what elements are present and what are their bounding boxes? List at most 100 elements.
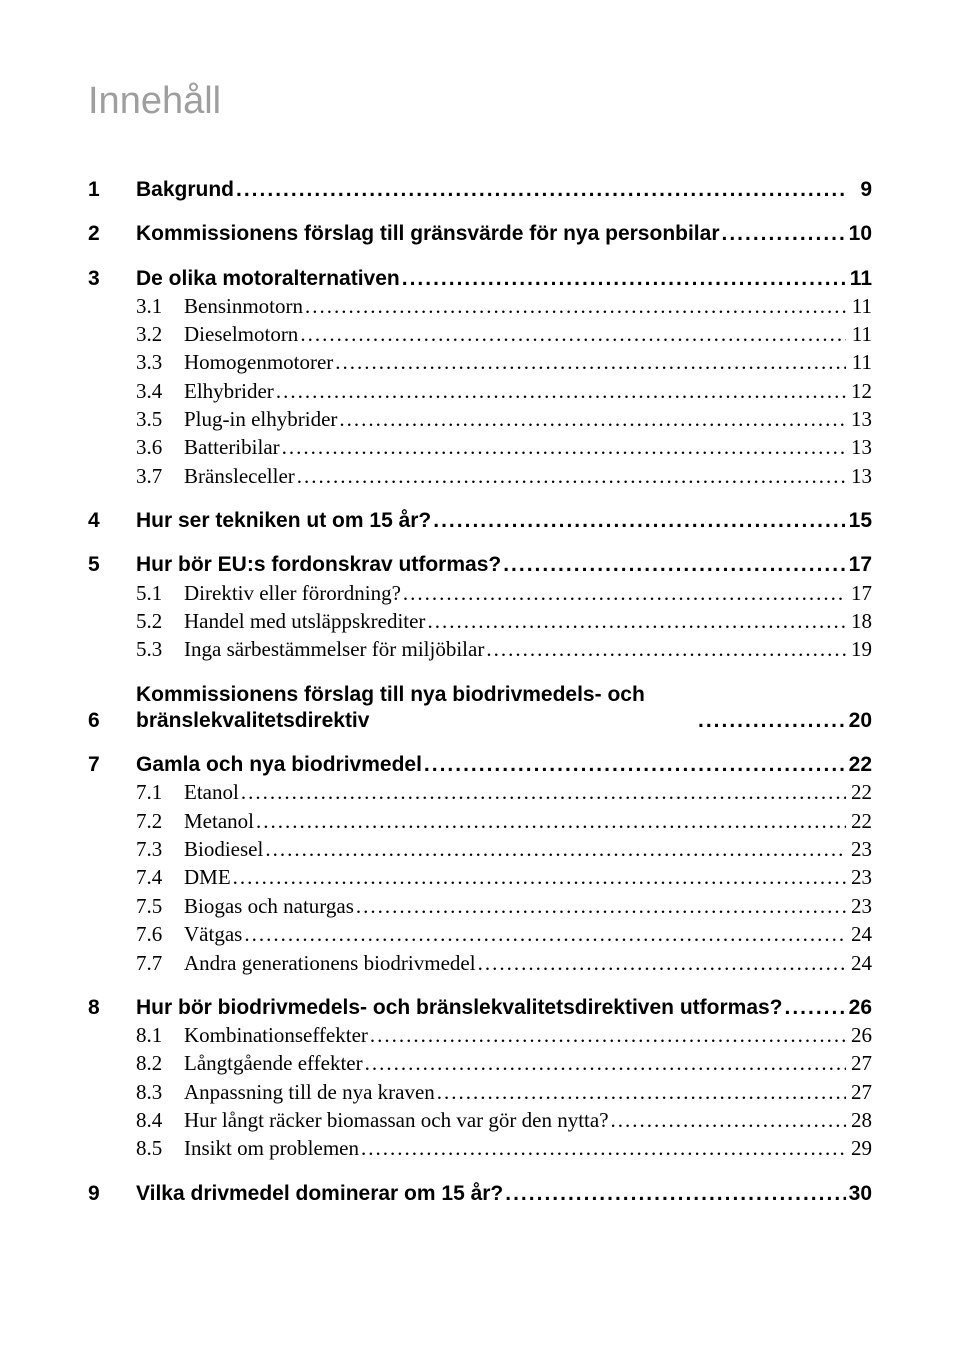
toc-entry-sub: 7.6Vätgas24 — [88, 920, 872, 948]
toc-leader-dots — [241, 778, 846, 806]
toc-entry-number: 9 — [88, 1181, 136, 1207]
toc-entry-heading: 1Bakgrund9 — [88, 177, 872, 203]
toc-entry-title: Bakgrund — [136, 177, 234, 203]
toc-section: 8Hur bör biodrivmedels- och bränslekvali… — [88, 995, 872, 1163]
toc-entry-title: Biodiesel — [184, 835, 263, 863]
toc-entry-number: 3.1 — [88, 292, 184, 320]
toc-entry-sub: 7.4DME23 — [88, 863, 872, 891]
toc-entry-sub: 7.2Metanol 22 — [88, 807, 872, 835]
toc-entry-page: 11 — [848, 320, 872, 348]
toc-leader-dots — [722, 221, 847, 247]
toc-entry-sub: 3.2Dieselmotorn11 — [88, 320, 872, 348]
toc-entry-sub: 7.7Andra generationens biodrivmedel24 — [88, 949, 872, 977]
toc-entry-sub: 8.4Hur långt räcker biomassan och var gö… — [88, 1106, 872, 1134]
toc-entry-number: 7.7 — [88, 949, 184, 977]
toc-entry-page: 22 — [848, 807, 872, 835]
toc-entry-number: 7 — [88, 752, 136, 778]
toc-entry-sub: 8.1Kombinationseffekter 26 — [88, 1021, 872, 1049]
toc-entry-sub: 3.6Batteribilar13 — [88, 433, 872, 461]
toc-entry-title: Långtgående effekter — [184, 1049, 363, 1077]
toc-entry-title: Biogas och naturgas — [184, 892, 354, 920]
toc-entry-page: 26 — [848, 1021, 872, 1049]
toc-entry-heading: 2Kommissionens förslag till gränsvärde f… — [88, 221, 872, 247]
toc-entry-number: 5.3 — [88, 635, 184, 663]
toc-entry-page: 30 — [848, 1181, 872, 1207]
toc-entry-number: 7.6 — [88, 920, 184, 948]
toc-entry-title: Insikt om problemen — [184, 1134, 359, 1162]
toc-leader-dots — [365, 1049, 846, 1077]
toc-entry-number: 1 — [88, 177, 136, 203]
toc-entry-number: 5 — [88, 552, 136, 578]
toc-entry-number: 5.1 — [88, 579, 184, 607]
toc-leader-dots — [256, 807, 846, 835]
toc-entry-title: Plug-in elhybrider — [184, 405, 337, 433]
toc-entry-page: 22 — [848, 752, 872, 778]
toc-leader-dots — [505, 1181, 846, 1207]
toc-section: 9Vilka drivmedel dominerar om 15 år?30 — [88, 1181, 872, 1207]
toc-entry-title: Elhybrider — [184, 377, 274, 405]
toc-entry-title: Handel med utsläppskrediter — [184, 607, 425, 635]
toc-entry-number: 8 — [88, 995, 136, 1021]
toc-entry-page: 19 — [848, 635, 872, 663]
toc-leader-dots — [437, 1078, 846, 1106]
toc-entry-heading: 4Hur ser tekniken ut om 15 år?15 — [88, 508, 872, 534]
toc-entry-page: 26 — [848, 995, 872, 1021]
toc-entry-number: 8.1 — [88, 1021, 184, 1049]
toc-leader-dots — [424, 752, 846, 778]
toc-leader-dots — [611, 1106, 846, 1134]
toc-entry-title: Batteribilar — [184, 433, 280, 461]
toc-entry-page: 13 — [848, 433, 872, 461]
toc-entry-sub: 8.5Insikt om problemen 29 — [88, 1134, 872, 1162]
toc-entry-page: 11 — [848, 292, 872, 320]
toc-leader-dots — [282, 433, 846, 461]
toc-entry-title: DME — [184, 863, 231, 891]
toc-entry-page: 22 — [848, 778, 872, 806]
toc-entry-number: 7.2 — [88, 807, 184, 835]
toc-entry-number: 3.3 — [88, 348, 184, 376]
toc-entry-number: 3 — [88, 266, 136, 292]
toc-leader-dots — [486, 635, 846, 663]
toc-entry-page: 24 — [848, 949, 872, 977]
toc-entry-page: 15 — [848, 508, 872, 534]
toc-entry-number: 7.4 — [88, 863, 184, 891]
toc-entry-title: Hur ser tekniken ut om 15 år? — [136, 508, 431, 534]
toc-entry-title: Metanol — [184, 807, 254, 835]
toc-entry-sub: 3.3Homogenmotorer11 — [88, 348, 872, 376]
toc-section: 1Bakgrund9 — [88, 177, 872, 203]
toc-entry-page: 18 — [848, 607, 872, 635]
toc-leader-dots — [785, 995, 847, 1021]
toc-leader-dots — [305, 292, 846, 320]
toc-leader-dots — [361, 1134, 846, 1162]
toc-leader-dots — [265, 835, 846, 863]
toc-entry-page: 13 — [848, 462, 872, 490]
toc-entry-title: Homogenmotorer — [184, 348, 333, 376]
toc-entry-sub: 7.5Biogas och naturgas23 — [88, 892, 872, 920]
toc-entry-page: 28 — [848, 1106, 872, 1134]
toc-entry-title: Etanol — [184, 778, 239, 806]
toc-entry-number: 7.3 — [88, 835, 184, 863]
toc-entry-heading: 7Gamla och nya biodrivmedel 22 — [88, 752, 872, 778]
toc-entry-number: 7.5 — [88, 892, 184, 920]
toc-entry-title: De olika motoralternativen — [136, 266, 400, 292]
toc-entry-title: Gamla och nya biodrivmedel — [136, 752, 422, 778]
toc-entry-sub: 3.5Plug-in elhybrider13 — [88, 405, 872, 433]
toc-entry-sub: 3.4Elhybrider12 — [88, 377, 872, 405]
toc-leader-dots — [402, 266, 846, 292]
toc-entry-number: 8.5 — [88, 1134, 184, 1162]
toc-entry-page: 24 — [848, 920, 872, 948]
toc-entry-page: 29 — [848, 1134, 872, 1162]
toc-entry-heading: 5Hur bör EU:s fordonskrav utformas?17 — [88, 552, 872, 578]
toc-leader-dots — [236, 177, 846, 203]
toc-entry-title: Kommissionens förslag till gränsvärde fö… — [136, 221, 720, 247]
toc-entry-title: Dieselmotorn — [184, 320, 298, 348]
toc-entry-sub: 7.3Biodiesel23 — [88, 835, 872, 863]
toc-entry-number: 6 — [88, 708, 136, 734]
toc-section: 5Hur bör EU:s fordonskrav utformas?175.1… — [88, 552, 872, 663]
toc-leader-dots — [503, 552, 846, 578]
toc-entry-page: 12 — [848, 377, 872, 405]
toc-entry-title: Bensinmotorn — [184, 292, 303, 320]
toc-entry-page: 17 — [848, 552, 872, 578]
toc-entry-page: 10 — [848, 221, 872, 247]
toc-entry-title: Kombinationseffekter — [184, 1021, 368, 1049]
toc-leader-dots — [297, 462, 846, 490]
